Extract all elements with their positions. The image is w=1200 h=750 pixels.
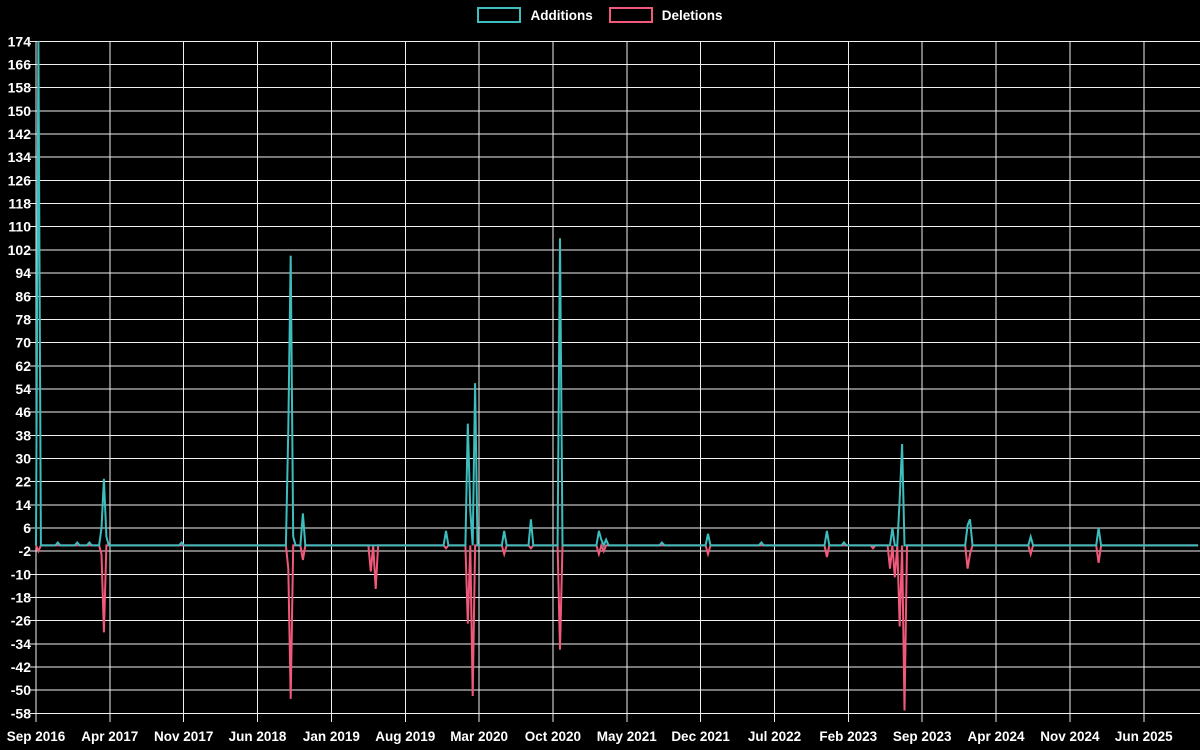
x-axis-label: Mar 2020 [450,729,508,744]
x-axis-label: Jun 2025 [1115,729,1173,744]
x-axis-label: Dec 2021 [671,729,730,744]
y-axis-label: 142 [8,126,32,142]
x-axis-label: Apr 2017 [81,729,138,744]
additions-swatch-icon [477,7,522,23]
y-axis-label: 38 [15,427,31,443]
y-axis-label: -34 [11,636,31,652]
x-axis-label: May 2021 [597,729,658,744]
y-axis-label: 46 [15,404,31,420]
y-axis-label: 158 [8,80,32,96]
x-axis-label: Nov 2024 [1040,729,1100,744]
y-axis-label: 110 [8,219,31,235]
y-axis-label: -2 [19,543,32,559]
x-axis-label: Aug 2019 [375,729,435,744]
y-axis-label: 126 [8,172,32,188]
y-axis-label: 86 [15,288,31,304]
y-axis-label: 54 [15,381,31,397]
chart-legend: Additions Deletions [0,7,1200,23]
legend-label-additions: Additions [530,7,593,23]
y-axis-label: 78 [15,311,31,327]
y-axis-label: 134 [8,149,32,165]
y-axis-label: -26 [11,613,31,629]
legend-item-deletions[interactable]: Deletions [608,7,723,23]
y-axis-label: 30 [15,451,31,467]
y-axis-label: -18 [11,590,31,606]
x-axis-label: Oct 2020 [525,729,581,744]
y-axis-label: 6 [23,520,31,536]
x-axis-label: Jan 2019 [303,729,360,744]
y-axis-label: 166 [8,57,32,73]
y-axis-label: -10 [11,566,31,582]
y-axis-label: 14 [15,497,31,513]
y-axis-label: -50 [11,682,31,698]
x-gridlines: Sep 2016 Apr 2017 Nov 2017 Jun 2018 Jan 2019… [7,41,1173,744]
x-axis-label: Jul 2022 [748,729,801,744]
x-axis-label: Feb 2023 [819,729,877,744]
y-axis-label: 102 [8,242,32,258]
y-axis-label: 174 [8,33,32,49]
series-line-deletions [35,542,1199,711]
y-axis-label: 22 [15,474,31,490]
x-axis-label: Nov 2017 [154,729,213,744]
x-axis-label: Jun 2018 [229,729,287,744]
x-axis-label: Apr 2024 [967,729,1025,744]
y-axis-label: 150 [8,103,32,119]
y-axis-label: -58 [11,705,31,721]
y-axis-label: 118 [8,196,31,212]
x-axis-label: Sep 2023 [893,729,952,744]
legend-label-deletions: Deletions [661,7,723,23]
series-line-additions [35,41,1199,549]
legend-item-additions[interactable]: Additions [477,7,593,23]
y-axis-label: 70 [15,335,31,351]
y-axis-label: 62 [15,358,31,374]
y-gridlines: 1741661581501421341261181101029486787062… [8,33,1200,721]
y-axis-label: -42 [11,659,31,675]
deletions-swatch-icon [608,7,653,23]
y-axis-label: 94 [15,265,31,281]
x-axis-label: Sep 2016 [7,729,66,744]
